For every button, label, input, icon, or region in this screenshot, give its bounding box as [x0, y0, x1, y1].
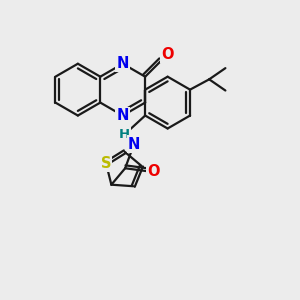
Text: N: N — [128, 136, 140, 152]
Text: N: N — [117, 108, 129, 123]
Text: H: H — [118, 128, 130, 141]
Text: S: S — [101, 156, 111, 171]
Text: O: O — [148, 164, 160, 179]
Text: N: N — [117, 56, 129, 71]
Text: O: O — [162, 46, 174, 62]
